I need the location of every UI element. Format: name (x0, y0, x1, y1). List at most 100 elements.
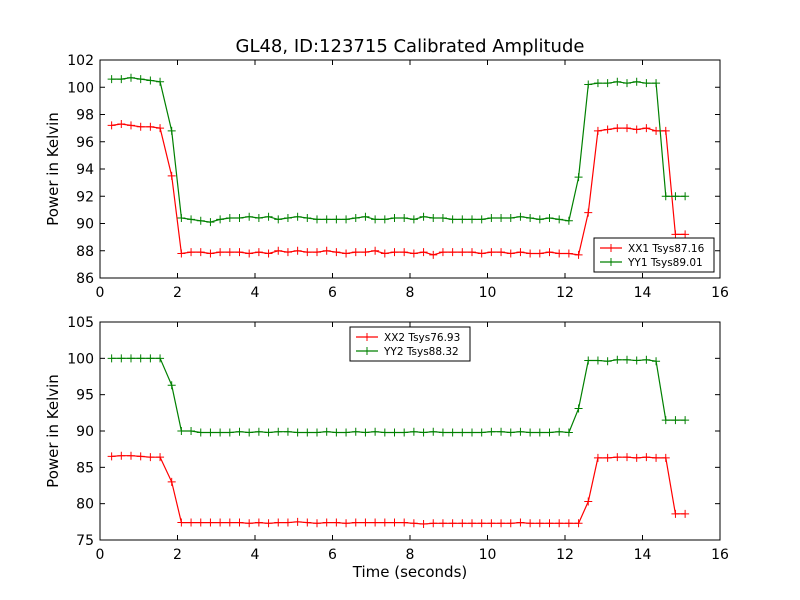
data-point (429, 519, 438, 528)
data-point (613, 355, 622, 364)
data-point (283, 248, 292, 257)
data-point (313, 248, 321, 257)
data-point (661, 453, 670, 462)
data-point (351, 248, 360, 257)
data-point (642, 355, 651, 364)
y-tick-label: 80 (76, 497, 94, 513)
data-point (322, 518, 331, 527)
data-point (652, 453, 661, 462)
data-point (623, 124, 631, 133)
data-point (593, 79, 602, 88)
data-point (429, 214, 438, 223)
data-point (206, 518, 215, 527)
data-point (458, 215, 467, 224)
data-point (671, 230, 680, 239)
data-point (526, 428, 535, 437)
data-point (516, 248, 525, 257)
data-point (545, 428, 554, 437)
chart-panel-1: 0 2 4 6 8 10 12 14 16 86 88 90 92 94 96 98 100 102 Power i… (44, 53, 729, 301)
data-point (477, 249, 486, 258)
data-point (225, 214, 234, 223)
data-point (107, 452, 116, 461)
data-point (156, 124, 165, 133)
data-point (136, 354, 145, 363)
data-point (283, 214, 292, 223)
data-point (136, 452, 145, 461)
data-point (196, 428, 205, 437)
legend-marker (607, 258, 615, 266)
y-tick-label: 96 (76, 135, 94, 151)
x-tick-label: 10 (479, 547, 497, 563)
x-tick-label: 10 (479, 285, 497, 301)
data-point (313, 215, 321, 224)
data-point (593, 453, 602, 462)
data-point (216, 518, 225, 527)
data-point (632, 453, 641, 462)
data-point (380, 215, 389, 224)
data-point (438, 248, 447, 257)
data-point (429, 250, 438, 259)
x-tick-label: 0 (96, 547, 105, 563)
data-point (264, 212, 273, 221)
y-tick-label: 100 (67, 80, 94, 96)
data-point (146, 122, 155, 131)
data-point (526, 249, 535, 258)
data-point (245, 428, 254, 437)
data-point (117, 451, 126, 460)
data-point (400, 248, 409, 257)
data-point (225, 518, 234, 527)
data-point (623, 355, 631, 364)
x-tick-label: 16 (711, 547, 729, 563)
data-point (351, 214, 360, 223)
data-point (681, 192, 690, 201)
data-point (555, 215, 564, 224)
data-point (497, 519, 506, 528)
data-point (458, 428, 467, 437)
data-point (117, 120, 126, 129)
data-point (438, 519, 447, 528)
data-point (117, 354, 126, 363)
data-point (156, 453, 165, 462)
data-point (477, 215, 486, 224)
data-point (584, 497, 593, 506)
data-point (235, 518, 244, 527)
data-point (487, 427, 496, 436)
y-axis-label: Power in Kelvin (44, 112, 62, 226)
data-point (187, 248, 196, 257)
y-tick-label: 92 (76, 189, 94, 205)
data-point (283, 427, 292, 436)
data-point (535, 215, 544, 224)
legend-box (593, 237, 715, 273)
data-point (371, 246, 380, 255)
data-point (448, 519, 457, 528)
data-point (342, 215, 351, 224)
data-point (497, 427, 506, 436)
data-point (156, 77, 165, 86)
data-point (351, 427, 360, 436)
legend-marker (607, 244, 615, 252)
data-point (409, 427, 418, 436)
data-point (526, 519, 535, 528)
data-point (146, 453, 155, 462)
data-point (652, 79, 661, 88)
data-point (574, 404, 583, 413)
data-point (177, 427, 186, 435)
data-point (313, 519, 321, 528)
data-point (632, 125, 641, 134)
data-point (545, 519, 554, 528)
data-point (225, 248, 234, 257)
data-point (225, 428, 234, 437)
data-point (574, 519, 583, 528)
data-point (497, 214, 506, 223)
data-point (409, 215, 418, 224)
legend-marker (363, 333, 371, 341)
data-point (216, 428, 225, 437)
data-point (146, 76, 155, 85)
data-point (167, 381, 176, 390)
data-point (167, 171, 176, 180)
y-tick-label: 102 (67, 53, 94, 69)
data-point (293, 428, 302, 437)
data-point (107, 354, 116, 363)
x-tick-label: 6 (328, 547, 337, 563)
